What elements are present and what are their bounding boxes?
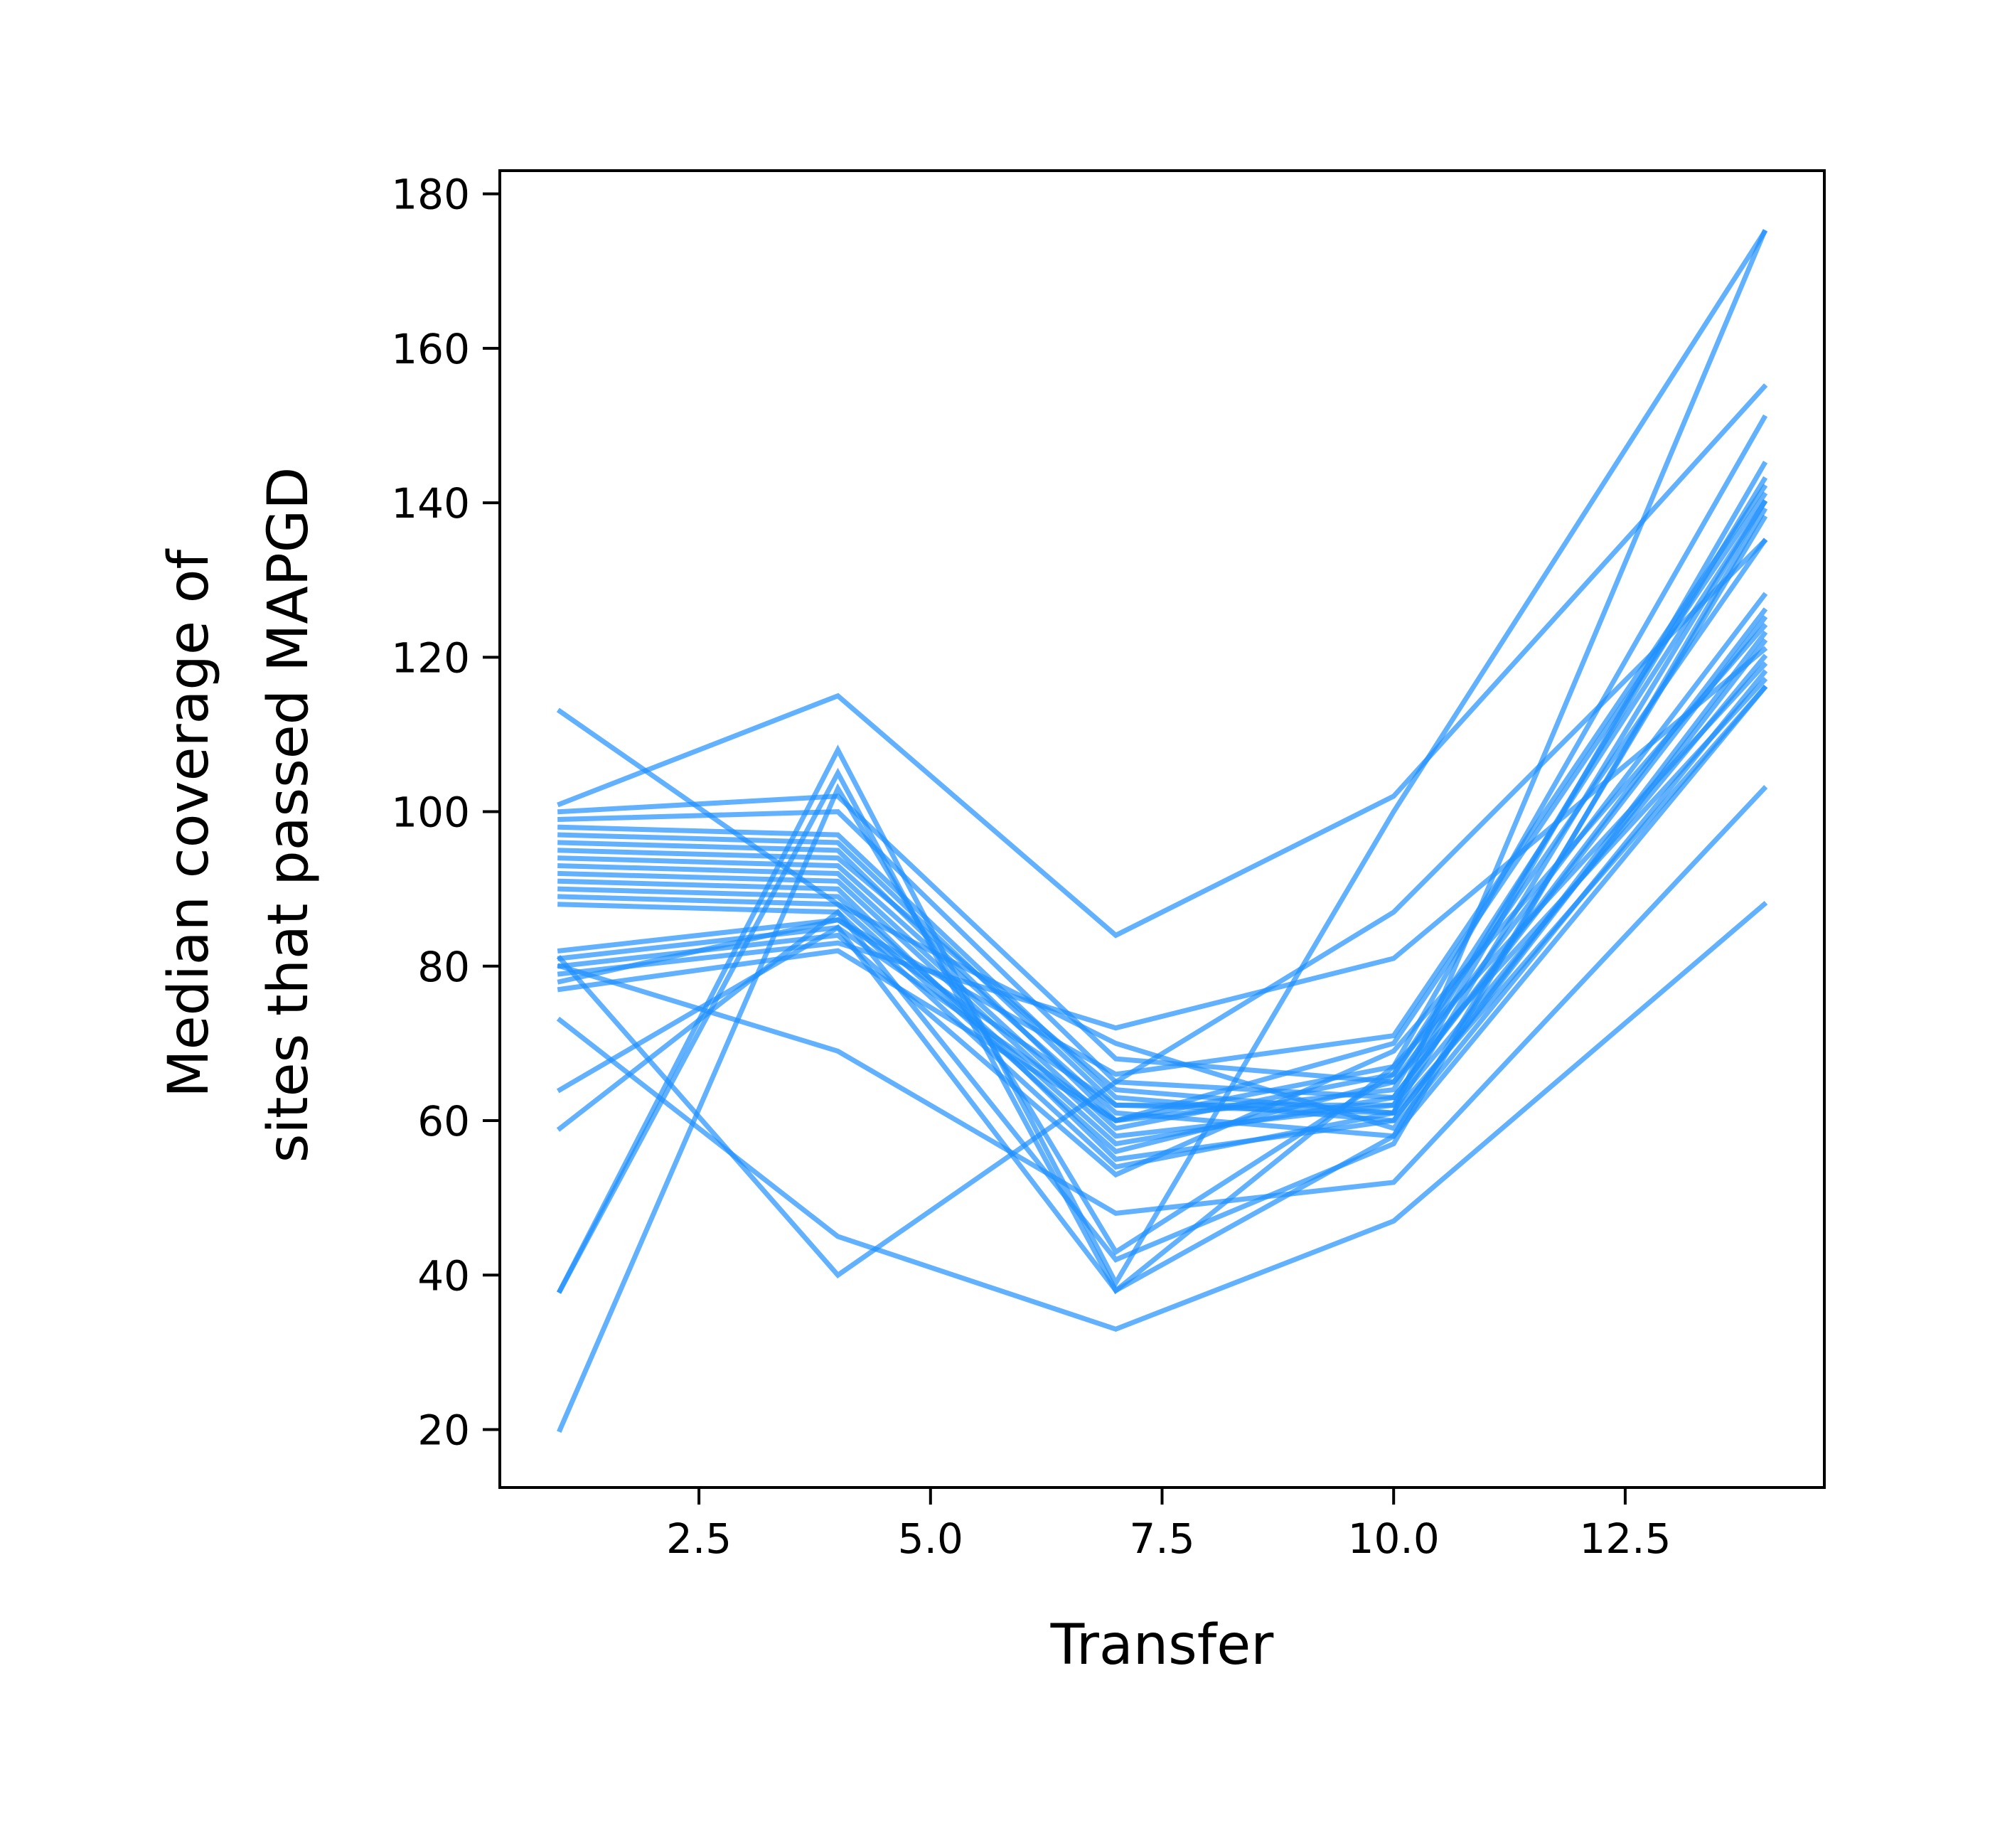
y-tick-label: 40 <box>417 1251 470 1300</box>
series-line-23 <box>556 900 1768 1332</box>
series-line-15 <box>557 684 1768 1170</box>
y-tick-label: 60 <box>417 1097 470 1145</box>
y-tick-label: 100 <box>391 789 470 837</box>
series-line-22 <box>557 785 1768 1217</box>
series-line-21 <box>557 491 1768 1123</box>
series-line-2 <box>557 383 1768 939</box>
series-line-29 <box>556 538 1768 1278</box>
series-line-27 <box>556 414 1768 1295</box>
y-tick-label: 80 <box>417 943 470 991</box>
series-line-26 <box>556 229 1768 1294</box>
y-tick-label: 20 <box>417 1406 470 1455</box>
series-line-3 <box>557 592 1768 1085</box>
y-tick-label: 160 <box>391 325 470 373</box>
x-tick-label: 7.5 <box>1129 1515 1194 1563</box>
series-line-10 <box>557 538 1768 1131</box>
x-tick-label: 12.5 <box>1579 1515 1671 1563</box>
y-axis-label-line-1: Median coverage of <box>157 549 221 1098</box>
y-tick-label: 140 <box>391 479 470 528</box>
series-line-25 <box>556 507 1768 1263</box>
x-tick-label: 10.0 <box>1348 1515 1440 1563</box>
y-tick-label: 180 <box>391 171 470 219</box>
series-layer <box>556 229 1768 1433</box>
x-axis-ticks: 2.5 5.0 7.5 10.0 12.5 <box>666 1488 1671 1563</box>
series-line-14 <box>557 676 1768 1155</box>
y-axis-ticks: 20 40 60 80 100 120 140 160 180 <box>391 171 500 1455</box>
series-line-11 <box>557 461 1768 1139</box>
x-axis-label: Transfer <box>1050 1613 1275 1677</box>
y-axis-label: Median coverage of sites that passed MAP… <box>157 467 321 1163</box>
y-axis-label-line-2: sites that passed MAPGD <box>257 467 321 1163</box>
x-tick-label: 5.0 <box>898 1515 963 1563</box>
series-line-12 <box>557 638 1768 1163</box>
y-tick-label: 120 <box>391 634 470 682</box>
x-tick-label: 2.5 <box>666 1515 732 1563</box>
series-line-28 <box>557 499 1768 1433</box>
